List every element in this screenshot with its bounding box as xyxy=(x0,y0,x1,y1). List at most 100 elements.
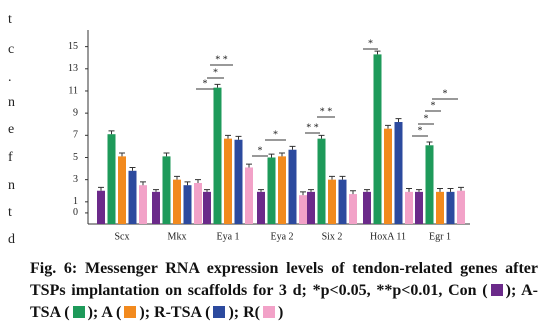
y-tick-label: 9 xyxy=(73,107,78,118)
error-bar xyxy=(246,163,252,168)
error-bar xyxy=(350,190,356,195)
margin-text: e xyxy=(8,122,14,137)
error-bar xyxy=(184,181,191,186)
x-tick-label: Eya 2 xyxy=(270,231,293,242)
error-bar xyxy=(163,152,170,157)
margin-text: f xyxy=(8,150,13,165)
bar xyxy=(338,179,347,224)
error-bar xyxy=(374,50,381,55)
bar xyxy=(328,179,336,224)
significance-mark: * xyxy=(203,78,208,89)
margin-text: c xyxy=(8,42,14,57)
bar xyxy=(363,191,371,224)
error-bar xyxy=(447,188,454,192)
error-bar xyxy=(300,191,306,196)
error-bar xyxy=(289,145,296,150)
bar xyxy=(152,191,160,224)
caption: Fig. 6: Messenger RNA expression levels … xyxy=(30,258,538,324)
error-bar xyxy=(153,189,159,192)
error-bar xyxy=(258,189,264,192)
significance-mark: * * xyxy=(320,106,333,117)
bar xyxy=(128,170,137,224)
caption-text: Fig. 6: Messenger RNA expression levels … xyxy=(30,260,538,299)
legend-swatch xyxy=(490,284,503,296)
error-bar xyxy=(437,188,443,192)
bar xyxy=(288,149,297,224)
bar xyxy=(446,191,455,224)
error-bar xyxy=(406,188,412,192)
error-bar xyxy=(225,134,231,139)
bar xyxy=(415,191,423,224)
caption-text: ); R-TSA ( xyxy=(139,304,211,321)
error-bar xyxy=(140,181,146,186)
y-tick-label: 11 xyxy=(68,85,78,96)
x-tick-label: Scx xyxy=(115,231,130,242)
caption-text: ); A-TSA ( xyxy=(30,282,539,321)
y-tick-label: 3 xyxy=(73,174,78,185)
error-bar xyxy=(129,166,136,171)
error-bar xyxy=(214,83,221,88)
error-bar xyxy=(204,189,210,192)
y-tick-label: 15 xyxy=(68,41,78,52)
significance-mark: * xyxy=(273,129,278,140)
bar xyxy=(457,190,465,224)
error-bar xyxy=(108,130,115,135)
x-tick-label: Six 2 xyxy=(322,231,343,242)
error-bar xyxy=(339,175,346,180)
bar xyxy=(267,157,276,224)
margin-text: t xyxy=(8,205,12,220)
legend-swatch xyxy=(213,306,226,318)
legend-swatch xyxy=(124,306,137,318)
error-bar xyxy=(119,152,125,157)
bar xyxy=(394,122,403,224)
y-tick-label: 5 xyxy=(73,152,78,163)
significance-mark: * * xyxy=(306,122,319,133)
bar xyxy=(118,156,126,224)
significance-mark: * xyxy=(213,67,218,78)
error-bar xyxy=(195,179,201,183)
bar xyxy=(224,138,232,224)
bar xyxy=(234,139,243,224)
x-tick-label: Mkx xyxy=(168,231,187,242)
error-bar xyxy=(268,153,275,158)
bar xyxy=(425,145,434,224)
margin-text: . xyxy=(8,70,12,85)
x-tick-label: HoxA 11 xyxy=(370,231,406,242)
error-bar xyxy=(458,186,464,191)
error-bar xyxy=(318,134,325,139)
bar xyxy=(257,191,265,224)
bar xyxy=(173,179,181,224)
bar xyxy=(384,128,392,224)
significance-mark: * xyxy=(258,145,263,156)
bar xyxy=(278,156,286,224)
bar xyxy=(194,182,202,224)
bar xyxy=(299,195,307,224)
error-bar xyxy=(416,189,422,192)
significance-mark: * xyxy=(368,38,373,49)
bar xyxy=(405,191,413,224)
significance-mark: * xyxy=(443,88,448,99)
bar xyxy=(213,87,222,224)
margin-text: n xyxy=(8,95,15,110)
bar xyxy=(307,191,315,224)
error-bar xyxy=(426,141,433,146)
error-bar xyxy=(279,152,285,157)
y-tick-label: 13 xyxy=(68,63,78,74)
bar xyxy=(203,191,211,224)
bar xyxy=(436,191,444,224)
bar xyxy=(162,156,171,224)
legend-swatch xyxy=(72,306,85,318)
error-bar xyxy=(235,135,242,140)
bar xyxy=(373,54,382,224)
bar xyxy=(183,185,192,224)
bar xyxy=(349,194,357,224)
bar xyxy=(107,134,116,224)
margin-text: d xyxy=(8,232,15,247)
error-bar xyxy=(98,186,104,191)
error-bar xyxy=(395,118,402,123)
significance-mark: * xyxy=(431,100,436,111)
margin-text: t xyxy=(8,12,12,27)
error-bar xyxy=(174,175,180,180)
